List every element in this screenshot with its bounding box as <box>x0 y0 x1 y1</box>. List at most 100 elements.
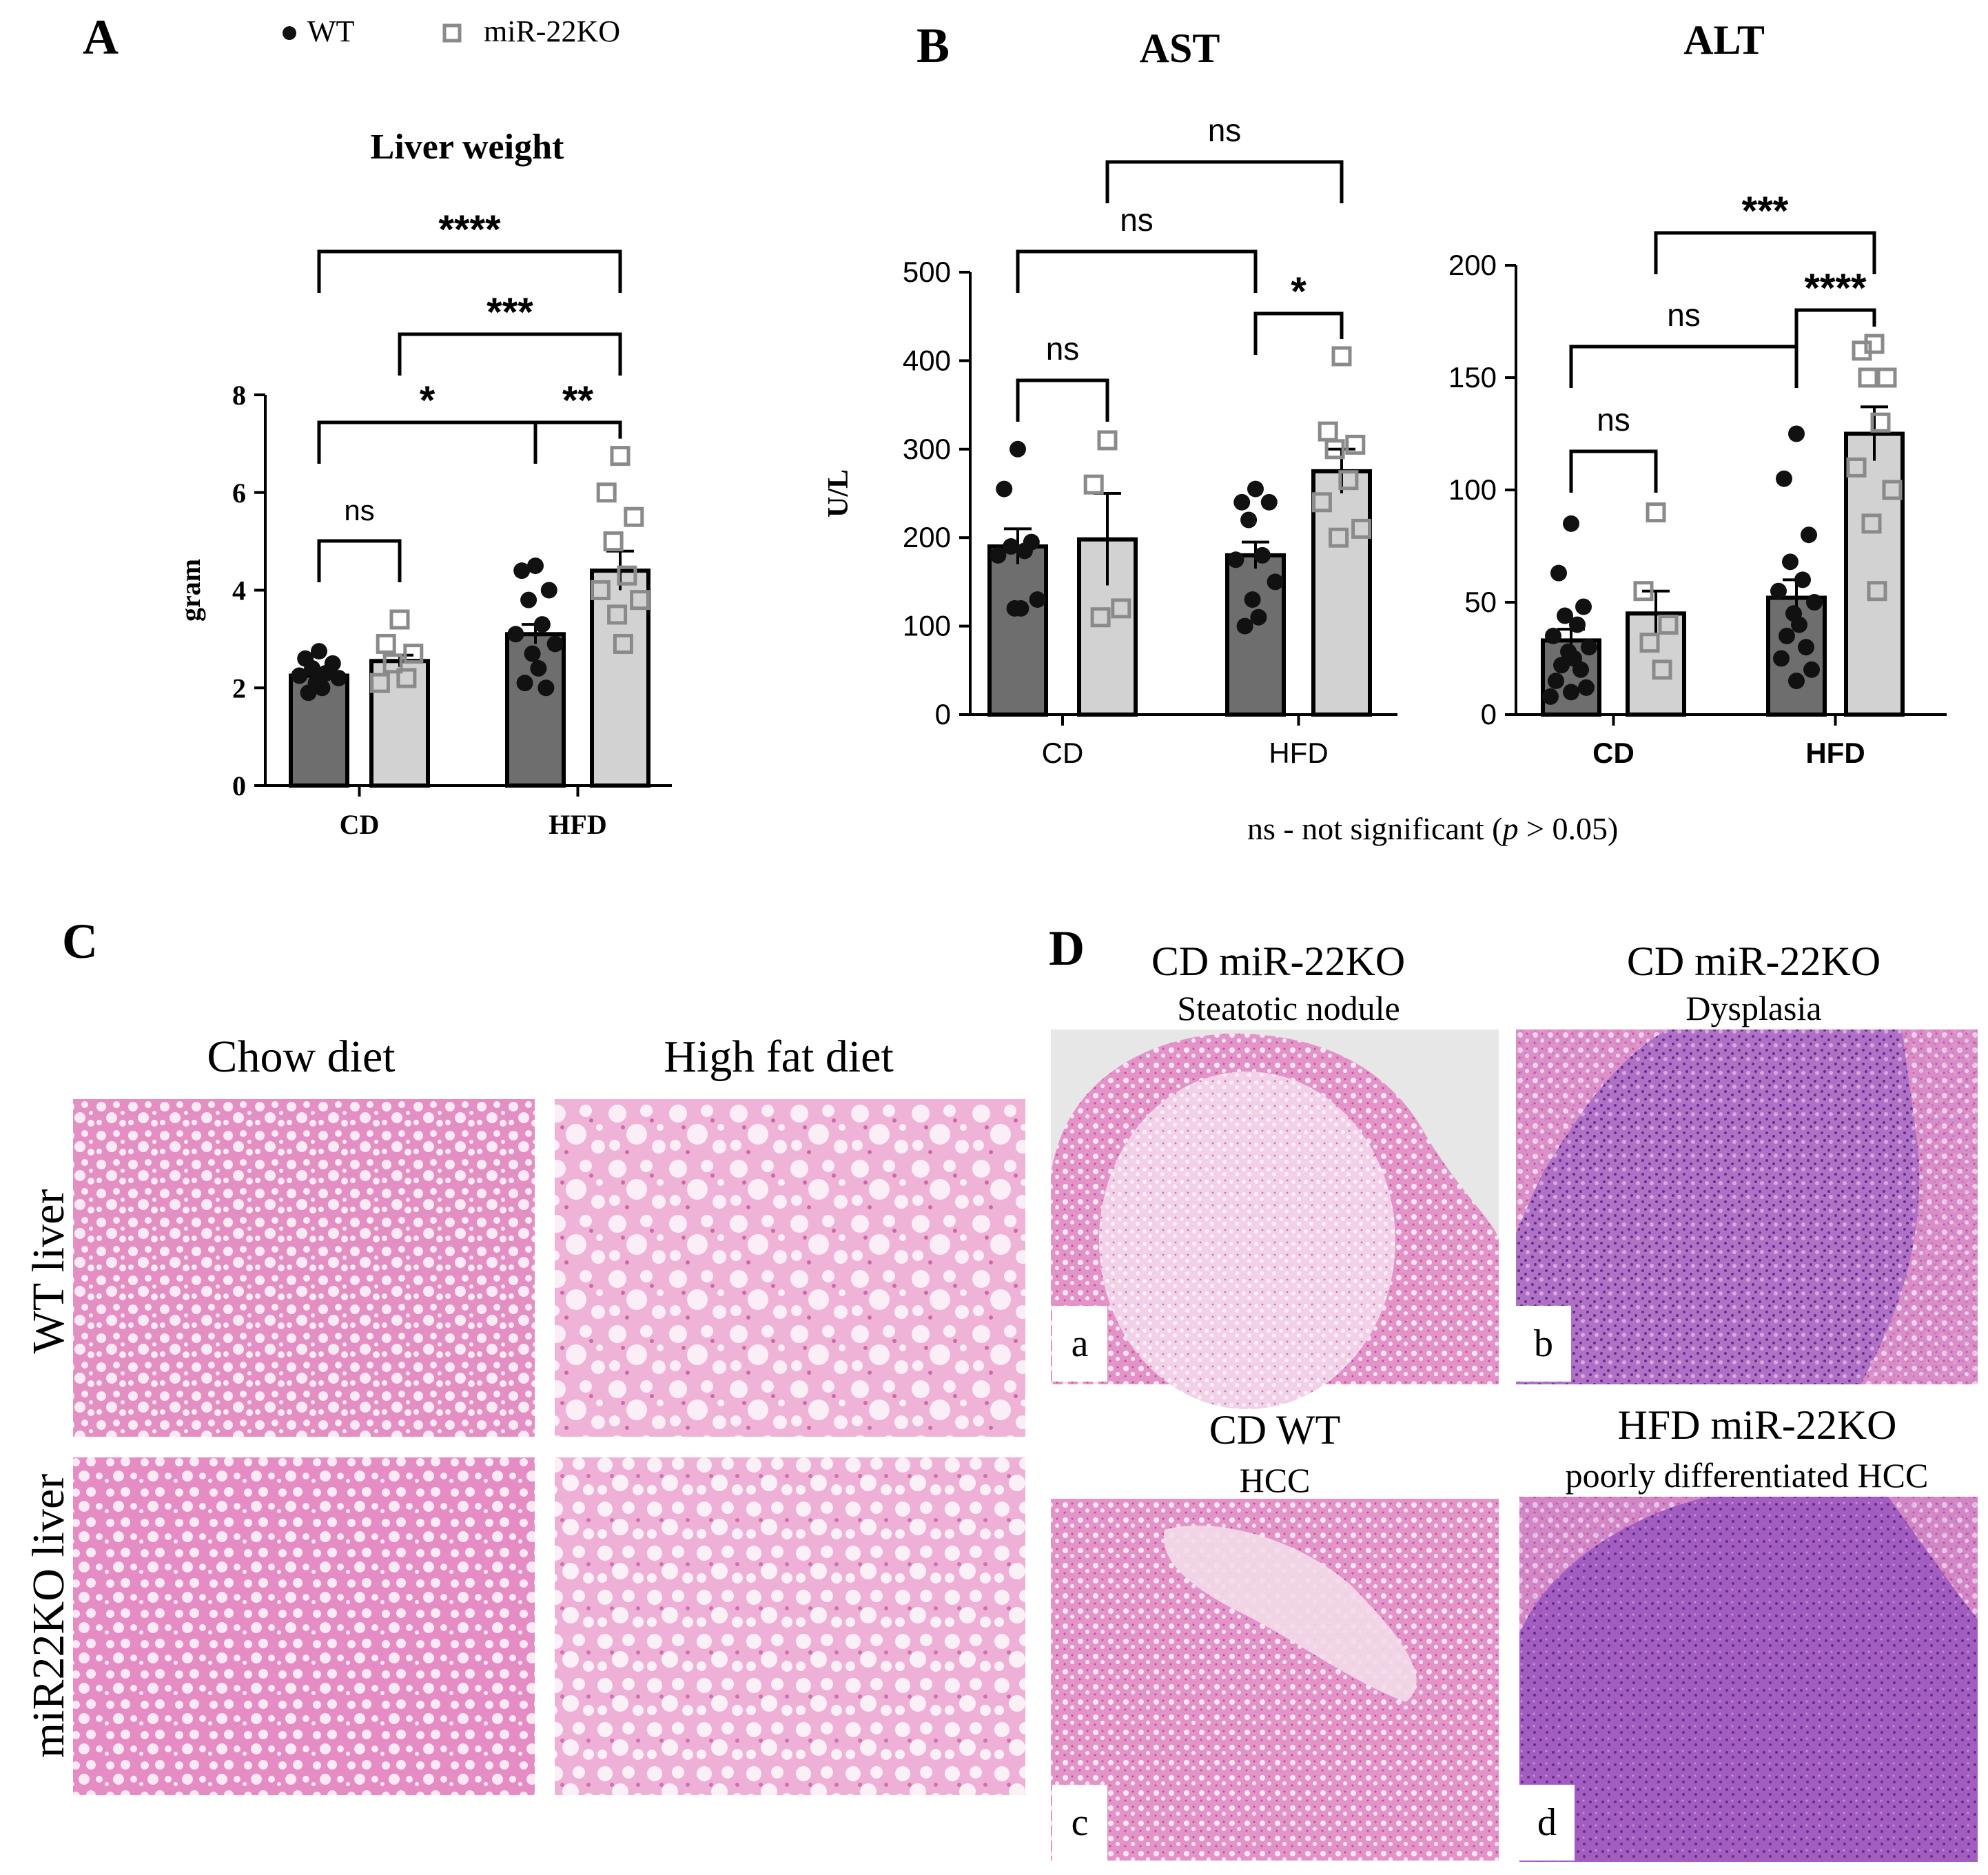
data-point-wt <box>1569 616 1586 633</box>
data-point-wt <box>516 675 533 692</box>
y-tick-label: 150 <box>1448 361 1497 393</box>
data-point-wt <box>1550 564 1567 582</box>
data-point-wt <box>1029 591 1046 608</box>
y-tick-label: 4 <box>232 575 246 606</box>
data-point-wt <box>1260 493 1278 511</box>
significance-label: ** <box>562 378 594 423</box>
significance-label: *** <box>1742 189 1789 234</box>
data-point-wt <box>1227 551 1244 568</box>
y-tick-label: 200 <box>903 521 951 553</box>
data-point-wt <box>1542 688 1559 705</box>
data-point-ko <box>1318 421 1338 442</box>
data-point-ko <box>1633 581 1654 602</box>
data-point-ko <box>1338 470 1359 491</box>
data-point-wt <box>1578 679 1595 696</box>
alt-chart: ALT 0 50 100 150 200 CD HFD ns **** ns *** <box>1448 17 1947 769</box>
y-tick-label: 500 <box>903 256 951 288</box>
data-point-wt <box>291 667 308 684</box>
tile-c-letter: c <box>1072 1801 1089 1844</box>
data-point-ko <box>1331 346 1352 367</box>
panel-c: C Chow diet High fat diet WT liver miR22… <box>23 914 1025 1795</box>
data-point-ko <box>396 668 417 688</box>
data-point-ko <box>382 653 403 674</box>
data-point-ko <box>1090 607 1111 628</box>
data-point-ko <box>603 531 624 552</box>
significance-bracket <box>1654 231 1876 274</box>
data-point-wt <box>513 562 531 580</box>
bar-wt-cd <box>987 544 1048 717</box>
data-point-wt <box>1247 480 1264 498</box>
data-point-ko <box>607 604 628 625</box>
histology-ko-chow <box>73 1457 535 1795</box>
data-point-wt <box>1563 684 1579 701</box>
data-point-wt <box>1806 594 1823 611</box>
data-point-wt <box>1782 553 1799 571</box>
footnote-suffix: > 0.05) <box>1519 811 1619 846</box>
data-point-wt <box>520 591 537 608</box>
data-point-ko <box>1876 367 1897 388</box>
panel-a: A WT miR-22KO Liver weight 0 2 4 6 8 gram CD HFD… <box>83 10 672 840</box>
data-point-wt <box>1267 573 1284 591</box>
chart-title: ALT <box>1683 17 1765 63</box>
data-point-ko <box>1870 412 1891 433</box>
col-header-hfd: High fat diet <box>664 1032 894 1082</box>
significance-label: ns <box>1667 297 1701 333</box>
data-point-wt <box>1010 440 1026 458</box>
data-point-ko <box>1111 598 1131 619</box>
tile-c-letter-box <box>1052 1785 1107 1861</box>
data-point-wt <box>1779 627 1795 644</box>
data-point-ko <box>1311 492 1332 513</box>
data-point-ko <box>1652 659 1672 680</box>
data-point-wt <box>1581 639 1597 656</box>
histology-wt-chow <box>73 1099 535 1437</box>
data-point-ko <box>1329 527 1349 548</box>
histology-poorly-differentiated-hcc <box>1519 1497 1978 1862</box>
data-point-wt <box>533 616 551 633</box>
ast-chart: AST 0 100 200 300 400 500 U/L CD HFD ns * ns ns <box>823 25 1397 769</box>
data-point-ko <box>1639 633 1660 653</box>
significance-label: * <box>1291 269 1306 314</box>
significance-bracket <box>1016 249 1258 293</box>
data-point-ko <box>1083 474 1104 495</box>
data-point-ko <box>1858 367 1878 388</box>
data-point-wt <box>996 480 1013 498</box>
y-tick-label: 400 <box>903 344 951 376</box>
data-point-ko <box>1646 502 1666 523</box>
data-point-wt <box>311 643 327 660</box>
data-point-ko <box>613 633 633 654</box>
bar-ko-cd <box>369 659 430 788</box>
significance-label: **** <box>1804 266 1867 311</box>
significance-label: ns <box>1046 331 1080 367</box>
chart-title: Liver weight <box>371 127 564 167</box>
panel-label-b: B <box>916 18 950 73</box>
data-point-ko <box>1867 581 1887 602</box>
tile-b-title: CD miR-22KO <box>1627 939 1881 984</box>
legend-marker-wt <box>283 26 296 40</box>
data-point-ko <box>1351 518 1372 539</box>
tile-c-subtitle: HCC <box>1240 1461 1311 1499</box>
significance-bracket <box>317 420 537 464</box>
significance-label: ns <box>1208 112 1242 148</box>
data-point-wt <box>1801 526 1817 544</box>
data-point-wt <box>1253 546 1271 564</box>
y-tick-label: 0 <box>935 698 951 730</box>
chart-title: AST <box>1140 25 1220 71</box>
y-axis-label: gram <box>175 559 206 622</box>
data-point-ko <box>389 609 410 630</box>
bar-ko-hfd <box>590 568 650 788</box>
legend-label-wt: WT <box>307 14 355 48</box>
data-point-wt <box>1240 511 1258 529</box>
panel-label-d: D <box>1049 921 1085 976</box>
data-point-wt <box>990 546 1007 564</box>
bar-ko-hfd <box>1311 469 1372 717</box>
significance-label: * <box>420 378 435 423</box>
data-point-ko <box>630 590 650 611</box>
histology-wt-hfd <box>555 1099 1025 1437</box>
row-header-wt: WT liver <box>23 1189 74 1354</box>
data-point-wt <box>1563 515 1579 532</box>
tile-d-subtitle: poorly differentiated HCC <box>1566 1456 1929 1495</box>
panel-d: D CD miR-22KO Steatotic nodule a CD miR-… <box>1049 921 1978 1862</box>
data-point-ko <box>617 565 637 586</box>
